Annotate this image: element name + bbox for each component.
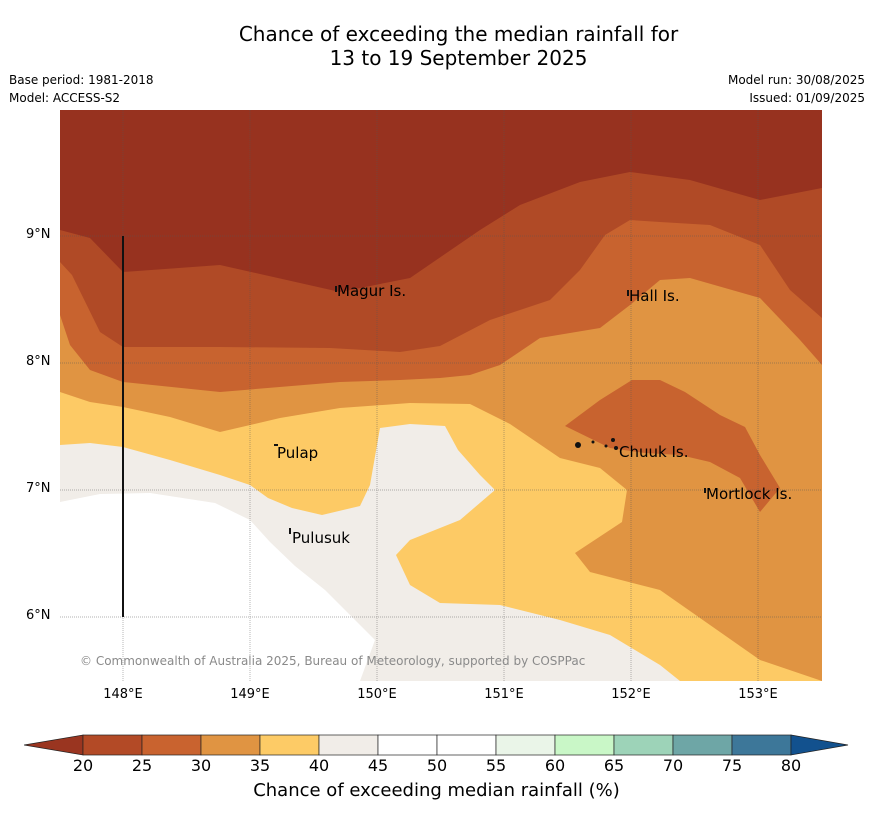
lon-label-149e: 149°E	[230, 687, 270, 702]
colorbar-segment-35-40	[259, 734, 320, 756]
colorbar-segment-70-75	[672, 734, 733, 756]
title-line-1: Chance of exceeding the median rainfall …	[238, 22, 679, 46]
colorbar-segment-40-45	[318, 734, 379, 756]
colorbar-tick-40: 40	[308, 756, 330, 775]
colorbar-tick-20: 20	[72, 756, 94, 775]
colorbar-tick-60: 60	[544, 756, 566, 775]
colorbar-tick-70: 70	[662, 756, 684, 775]
colorbar-tick-45: 45	[367, 756, 389, 775]
meta-left: Base period: 1981-2018 Model: ACCESS-S2	[9, 71, 154, 107]
colorbar-tick-80: 80	[780, 756, 802, 775]
colorbar-extend-low	[23, 734, 84, 756]
lon-label-148e: 148°E	[103, 687, 143, 702]
island-markers	[274, 286, 706, 534]
lat-label-8n: 8°N	[26, 354, 51, 369]
map-panel: Magur Is. Hall Is. Pulap Chuuk Is. Mortl…	[60, 110, 822, 681]
model-name: Model: ACCESS-S2	[9, 91, 121, 105]
colorbar-segment-30-35	[200, 734, 261, 756]
colorbar-title: Chance of exceeding median rainfall (%)	[253, 780, 620, 801]
place-label-hall: Hall Is.	[629, 287, 680, 305]
band-50-55-white	[60, 493, 375, 681]
lat-label-7n: 7°N	[26, 481, 51, 496]
meta-right: Model run: 30/08/2025 Issued: 01/09/2025	[728, 71, 865, 107]
colorbar-segment-55-60	[495, 734, 556, 756]
lat-label-6n: 6°N	[26, 608, 51, 623]
lat-label-9n: 9°N	[26, 227, 51, 242]
colorbar-extend-high	[790, 734, 849, 756]
colorbar-tick-35: 35	[249, 756, 271, 775]
colorbar-svg	[23, 734, 849, 756]
base-period: Base period: 1981-2018	[9, 73, 154, 87]
hotspot-30-35-chuuk	[565, 380, 780, 512]
model-run: Model run: 30/08/2025	[727, 73, 865, 87]
lon-label-152e: 152°E	[611, 687, 651, 702]
lon-label-153e: 153°E	[738, 687, 778, 702]
colorbar-segment-75-80	[731, 734, 792, 756]
lon-label-151e: 151°E	[484, 687, 524, 702]
colorbar-segment-60-65	[554, 734, 615, 756]
colorbar-segment-65-70	[613, 734, 674, 756]
colorbar-segment-25-30	[141, 734, 202, 756]
colorbar-tick-75: 75	[721, 756, 743, 775]
copyright-notice: © Commonwealth of Australia 2025, Bureau…	[80, 654, 586, 668]
lon-label-150e: 150°E	[357, 687, 397, 702]
colorbar-tick-65: 65	[603, 756, 625, 775]
place-label-pulap: Pulap	[277, 444, 319, 462]
colorbar-tick-30: 30	[190, 756, 212, 775]
place-label-pulusuk: Pulusuk	[292, 529, 350, 547]
map-svg	[60, 110, 822, 681]
colorbar-segment-20-25	[82, 734, 143, 756]
place-label-magur: Magur Is.	[337, 282, 407, 300]
colorbar-tick-55: 55	[485, 756, 507, 775]
colorbar-tick-25: 25	[131, 756, 153, 775]
place-label-chuuk: Chuuk Is.	[619, 443, 689, 461]
map-title: Chance of exceeding the median rainfall …	[0, 22, 873, 70]
graticule	[60, 110, 822, 681]
colorbar-segment-45-50	[377, 734, 438, 756]
title-line-2: 13 to 19 September 2025	[329, 46, 588, 70]
colorbar-tick-50: 50	[426, 756, 448, 775]
colorbar	[23, 732, 850, 758]
colorbar-segment-50-55	[436, 734, 497, 756]
issued-date: Issued: 01/09/2025	[749, 91, 865, 105]
place-label-mortlock: Mortlock Is.	[706, 485, 793, 503]
